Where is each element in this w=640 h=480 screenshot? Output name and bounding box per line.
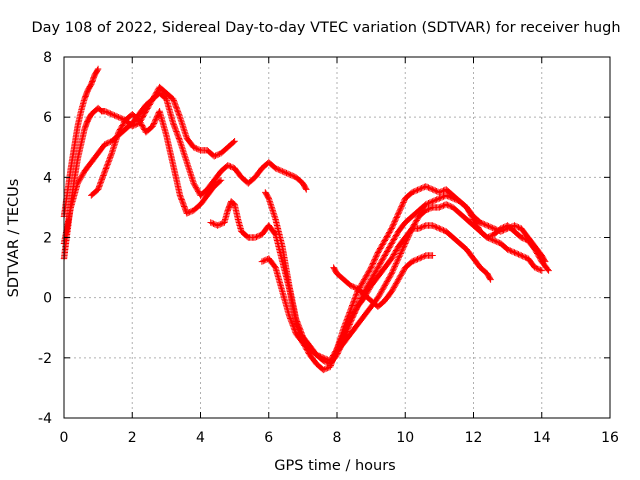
- x-tick-label: 10: [396, 430, 414, 446]
- plus-markers: [333, 201, 545, 355]
- series-4: [88, 108, 225, 217]
- y-tick-label: 2: [43, 231, 52, 247]
- x-tick-label: 8: [333, 430, 342, 446]
- plus-markers: [60, 83, 238, 262]
- chart-title: Day 108 of 2022, Sidereal Day-to-day VTE…: [31, 20, 620, 36]
- y-axis-label: SDTVAR / TECUs: [6, 179, 22, 298]
- y-tick-label: 6: [43, 110, 52, 126]
- series-9: [333, 201, 545, 355]
- y-tick-label: 4: [43, 170, 52, 186]
- series-2: [60, 83, 238, 262]
- x-tick-label: 4: [196, 430, 205, 446]
- x-tick-label: 0: [60, 430, 69, 446]
- x-tick-label: 14: [533, 430, 551, 446]
- y-tick-label: -2: [38, 351, 52, 367]
- x-axis-label: GPS time / hours: [274, 458, 395, 474]
- data-series: [60, 65, 552, 374]
- series-8: [330, 252, 436, 310]
- axis-ticks: 0 2 4 6 8 10 12 14 16 -4 -2 0 2 4 6 8: [38, 50, 619, 446]
- x-tick-label: 16: [601, 430, 619, 446]
- x-tick-label: 2: [128, 430, 137, 446]
- x-tick-label: 12: [465, 430, 483, 446]
- plus-markers: [88, 108, 225, 217]
- x-tick-label: 6: [264, 430, 273, 446]
- y-tick-label: 8: [43, 50, 52, 66]
- y-tick-label: -4: [38, 411, 52, 427]
- series-3: [60, 89, 310, 247]
- plus-markers: [60, 89, 310, 247]
- plus-markers: [330, 252, 436, 310]
- y-tick-label: 0: [43, 291, 52, 307]
